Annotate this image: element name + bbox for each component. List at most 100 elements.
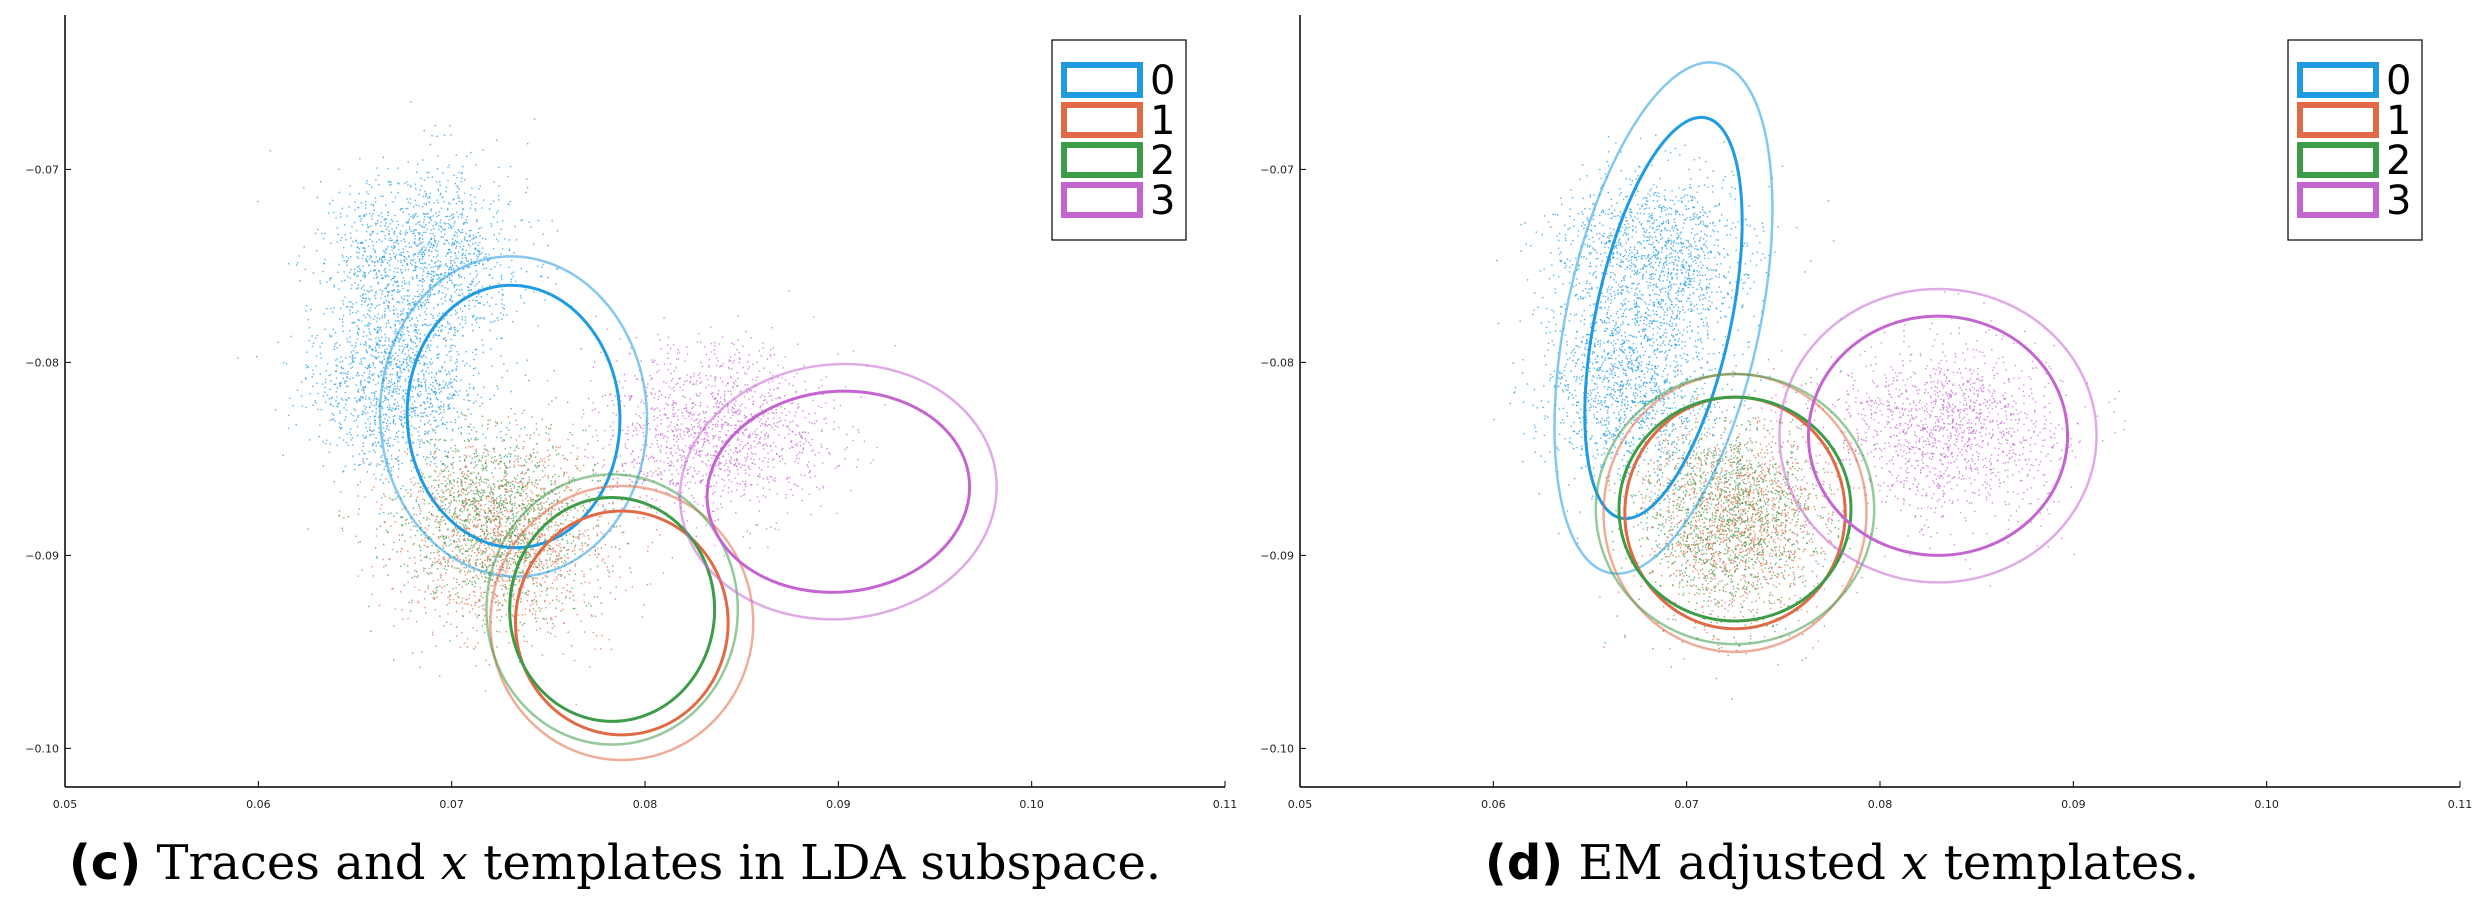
point: [528, 554, 531, 556]
point: [512, 596, 514, 598]
point: [477, 523, 479, 525]
point: [477, 507, 479, 509]
point: [441, 470, 443, 473]
point: [340, 428, 342, 430]
point: [329, 403, 332, 405]
point: [452, 467, 454, 469]
point: [530, 604, 532, 606]
point: [432, 430, 434, 432]
point: [540, 562, 543, 565]
point: [557, 447, 560, 449]
point: [492, 551, 495, 553]
point: [387, 531, 389, 533]
point: [434, 293, 436, 295]
point: [500, 253, 502, 255]
point: [496, 221, 499, 223]
point: [390, 455, 393, 457]
point: [428, 171, 430, 174]
point: [331, 335, 333, 337]
point: [533, 118, 536, 120]
point: [501, 480, 503, 482]
point: [444, 464, 446, 466]
point: [546, 518, 548, 520]
point: [481, 457, 483, 459]
point: [456, 245, 458, 247]
point: [575, 467, 578, 469]
point: [537, 528, 539, 530]
point: [354, 322, 356, 324]
point: [495, 425, 497, 427]
point: [367, 325, 369, 327]
point: [369, 346, 372, 348]
point: [402, 362, 405, 364]
point: [476, 273, 479, 276]
point: [387, 181, 389, 183]
point: [387, 305, 389, 307]
point: [432, 456, 434, 458]
point: [440, 460, 442, 463]
point: [370, 338, 372, 341]
point: [378, 184, 380, 186]
point: [437, 268, 439, 270]
point: [447, 387, 449, 389]
point: [407, 303, 409, 306]
point: [421, 247, 423, 249]
point: [404, 353, 406, 355]
point: [450, 268, 453, 271]
point: [492, 585, 494, 587]
point: [379, 361, 381, 363]
point: [422, 256, 424, 258]
point: [390, 183, 392, 186]
point: [430, 453, 432, 455]
point: [533, 527, 536, 529]
point: [496, 616, 498, 618]
point: [497, 388, 499, 390]
point: [345, 255, 348, 258]
point: [407, 354, 410, 356]
point: [417, 373, 419, 375]
point: [321, 232, 323, 235]
point: [401, 281, 404, 283]
point: [344, 357, 347, 359]
point: [556, 563, 558, 565]
point: [340, 423, 342, 426]
point: [395, 226, 398, 229]
point: [360, 358, 362, 360]
point: [410, 341, 413, 343]
point: [454, 390, 457, 392]
point: [366, 458, 368, 460]
point: [422, 567, 425, 569]
point: [450, 623, 452, 625]
point: [361, 389, 363, 391]
point: [430, 216, 432, 218]
point: [471, 282, 473, 284]
point: [647, 550, 649, 552]
point: [525, 289, 527, 291]
point: [465, 529, 468, 531]
point: [388, 291, 390, 293]
point: [447, 180, 449, 182]
point: [452, 369, 454, 371]
point: [414, 183, 417, 185]
point: [547, 553, 549, 555]
point: [562, 546, 565, 549]
point: [407, 550, 409, 552]
point: [486, 557, 489, 559]
point: [435, 334, 437, 337]
point: [411, 403, 413, 405]
point: [399, 338, 402, 340]
point: [431, 505, 434, 508]
point: [482, 608, 484, 610]
point: [369, 307, 372, 309]
point: [483, 304, 485, 306]
point: [435, 419, 437, 421]
point: [434, 497, 436, 500]
point: [423, 499, 426, 501]
point: [357, 331, 359, 333]
point: [425, 408, 427, 410]
point: [428, 430, 430, 432]
point: [372, 575, 375, 577]
point: [333, 414, 335, 416]
point: [505, 614, 507, 616]
point: [482, 351, 485, 354]
